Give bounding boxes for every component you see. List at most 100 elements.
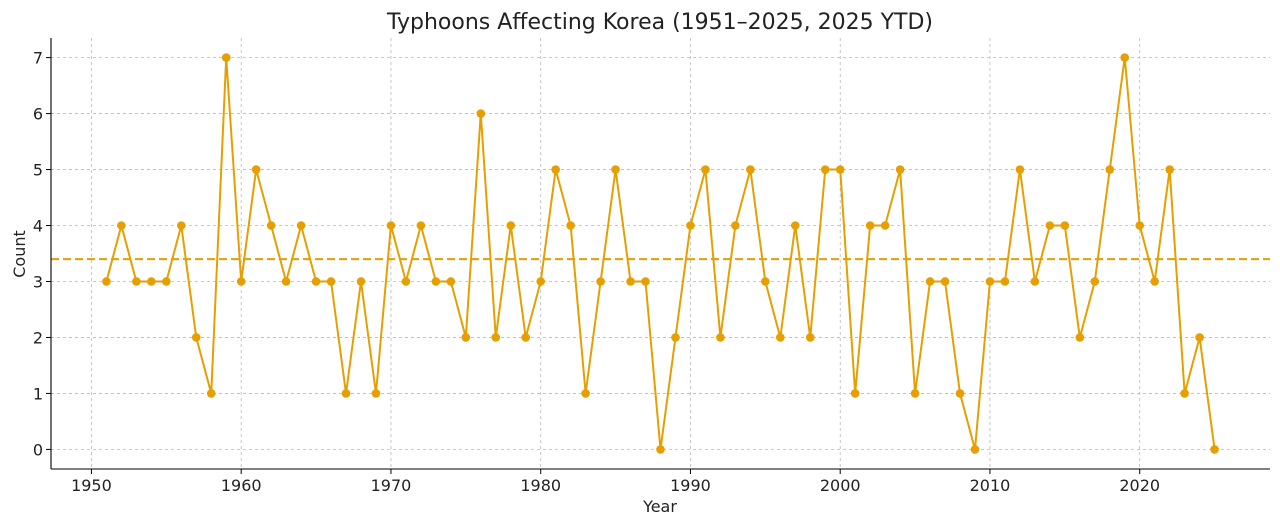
data-point xyxy=(236,277,246,286)
x-tick-label: 1980 xyxy=(520,476,561,495)
data-point xyxy=(656,445,665,454)
data-point xyxy=(1195,333,1204,342)
y-tick-label: 7 xyxy=(33,49,43,68)
data-point xyxy=(281,277,291,286)
x-tick-label: 1960 xyxy=(221,476,262,495)
data-point xyxy=(746,165,755,174)
data-point xyxy=(880,221,890,230)
data-point xyxy=(1150,277,1159,286)
data-point xyxy=(476,109,486,118)
data-point xyxy=(761,277,770,286)
data-point xyxy=(401,277,411,286)
data-point xyxy=(446,277,456,286)
data-point xyxy=(835,165,845,174)
y-tick-label: 6 xyxy=(33,105,43,124)
data-point xyxy=(790,221,800,230)
data-point xyxy=(581,389,590,398)
data-point xyxy=(536,277,545,286)
data-point xyxy=(970,445,980,454)
data-point xyxy=(910,389,920,398)
x-tick-label: 1950 xyxy=(71,476,112,495)
x-axis-label: Year xyxy=(642,497,677,516)
data-point xyxy=(731,221,740,230)
data-point xyxy=(102,277,111,286)
x-tick-label: 1970 xyxy=(371,476,412,495)
data-point xyxy=(191,333,201,342)
data-point xyxy=(341,389,351,398)
data-point xyxy=(1030,277,1040,286)
x-tick-label: 2020 xyxy=(1119,476,1160,495)
data-point xyxy=(1105,165,1115,174)
data-point xyxy=(1075,333,1085,342)
data-point xyxy=(566,221,575,230)
data-point xyxy=(940,277,950,286)
data-point xyxy=(551,165,560,174)
data-point xyxy=(266,221,276,230)
data-point xyxy=(850,389,860,398)
data-point xyxy=(1045,221,1055,230)
data-point xyxy=(176,221,186,230)
data-point xyxy=(611,165,620,174)
data-point xyxy=(461,333,471,342)
data-point xyxy=(1165,165,1174,174)
data-point xyxy=(985,277,995,286)
data-point xyxy=(117,221,126,230)
data-point xyxy=(1060,221,1070,230)
data-point xyxy=(716,333,725,342)
data-point xyxy=(491,333,501,342)
series-line xyxy=(105,56,1216,451)
data-point xyxy=(147,277,156,286)
data-point xyxy=(506,221,516,230)
y-tick-label: 1 xyxy=(33,384,43,403)
data-point xyxy=(326,277,336,286)
data-point xyxy=(805,333,815,342)
data-point xyxy=(1000,277,1010,286)
data-point xyxy=(296,221,306,230)
data-point xyxy=(776,333,785,342)
data-point xyxy=(626,277,635,286)
axes xyxy=(46,38,1270,474)
grid-lines xyxy=(51,38,1270,469)
data-point xyxy=(431,277,441,286)
data-point xyxy=(955,389,965,398)
data-point xyxy=(1120,53,1130,62)
x-tick-labels: 1950 1960 1970 1980 1990 2000 2010 2020 xyxy=(71,476,1160,495)
data-point xyxy=(416,221,426,230)
data-point xyxy=(371,389,381,398)
data-point xyxy=(671,333,680,342)
data-point xyxy=(1210,445,1219,454)
data-point xyxy=(386,221,396,230)
data-point xyxy=(132,277,141,286)
data-point xyxy=(641,277,650,286)
chart-title: Typhoons Affecting Korea (1951–2025, 202… xyxy=(386,10,933,35)
data-point xyxy=(596,277,605,286)
y-axis-label: Count xyxy=(10,230,29,278)
data-point xyxy=(895,165,905,174)
data-point xyxy=(820,165,830,174)
y-tick-label: 0 xyxy=(33,440,43,459)
data-point xyxy=(1180,389,1189,398)
data-point xyxy=(521,333,531,342)
y-tick-label: 3 xyxy=(33,272,43,291)
y-tick-label: 2 xyxy=(33,328,43,347)
data-point xyxy=(1015,165,1025,174)
data-point xyxy=(162,277,171,286)
data-point xyxy=(206,389,216,398)
y-tick-label: 5 xyxy=(33,161,43,180)
data-point xyxy=(251,165,261,174)
data-point xyxy=(865,221,875,230)
y-tick-label: 4 xyxy=(33,217,43,236)
data-point xyxy=(1135,221,1145,230)
data-points xyxy=(102,53,1219,454)
data-point xyxy=(311,277,321,286)
data-point xyxy=(686,221,695,230)
data-point xyxy=(701,165,710,174)
x-tick-label: 2010 xyxy=(970,476,1011,495)
data-point xyxy=(925,277,935,286)
x-tick-label: 2000 xyxy=(820,476,861,495)
y-tick-labels: 0 1 2 3 4 5 6 7 xyxy=(33,49,43,460)
data-point xyxy=(356,277,366,286)
data-point xyxy=(1090,277,1100,286)
x-tick-label: 1990 xyxy=(670,476,711,495)
